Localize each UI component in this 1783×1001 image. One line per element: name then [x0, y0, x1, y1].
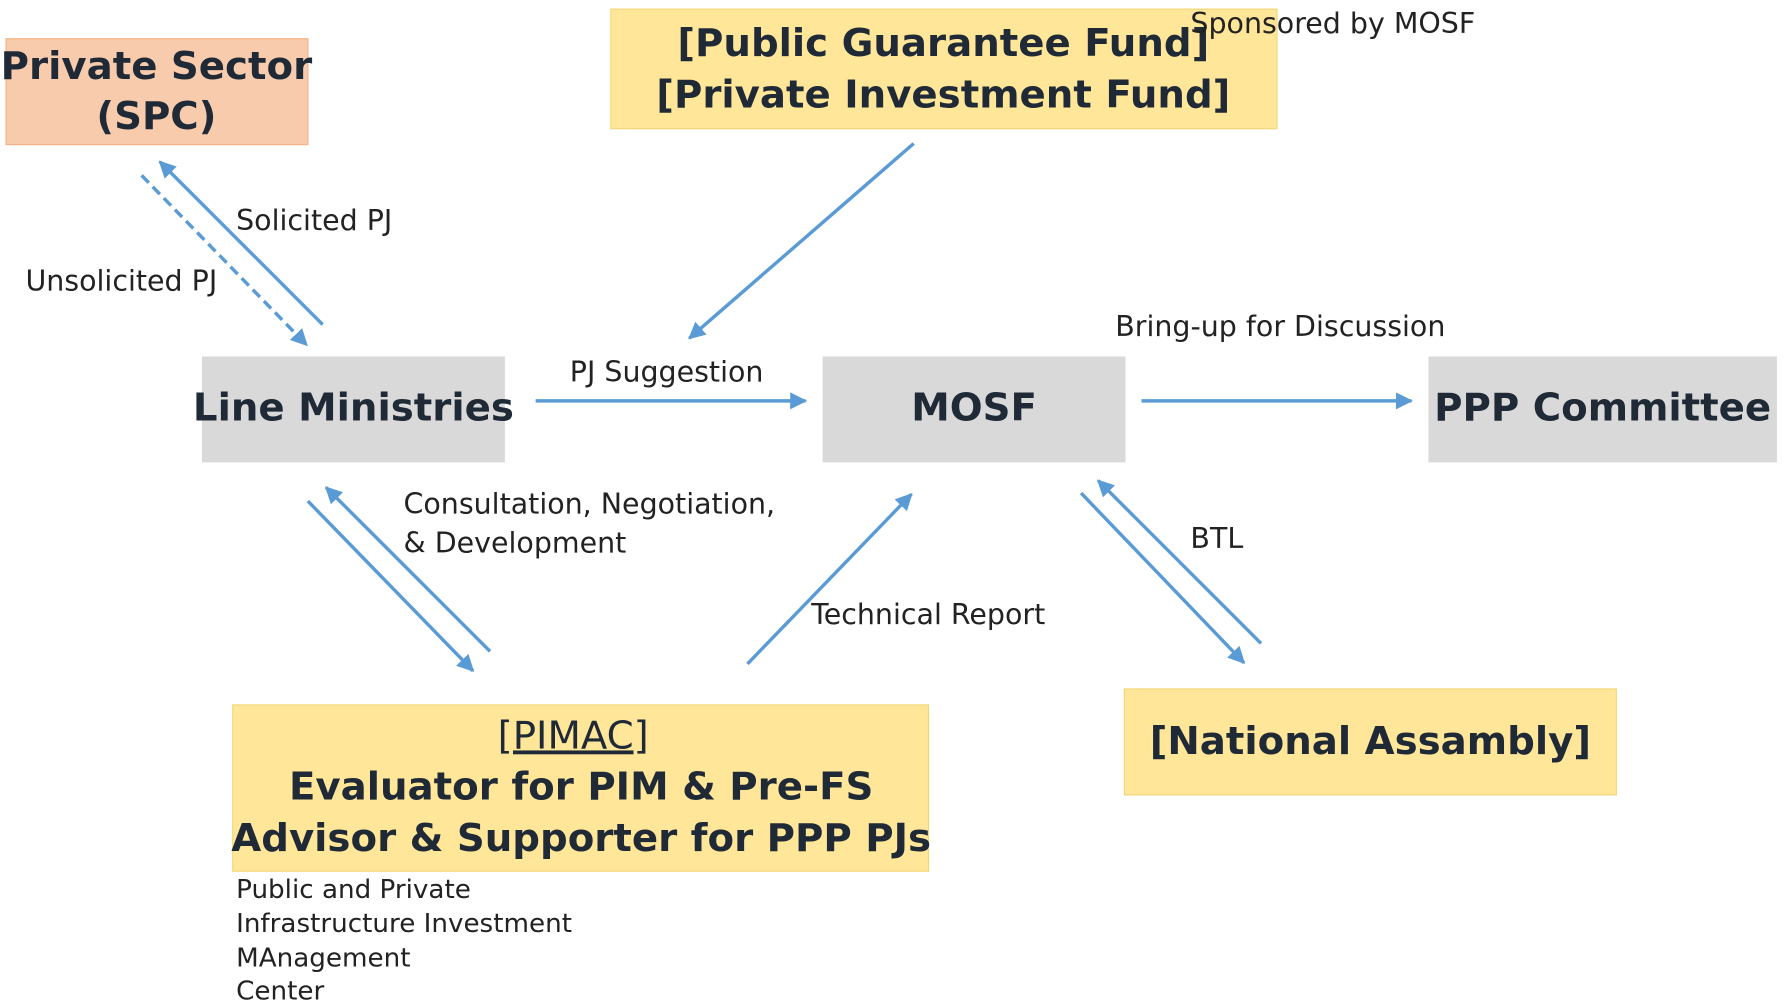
pimac-note: Public and Private [236, 875, 471, 905]
pimac-box [232, 704, 930, 872]
pimac-note: MAnagement [236, 943, 410, 973]
ppp-committee-box [1428, 356, 1777, 463]
node-label: Advisor & Supporter for PPP PJs [231, 816, 931, 861]
edge-label: PJ Suggestion [570, 356, 764, 389]
node-label: MOSF [911, 385, 1037, 430]
node-label: [National Assambly] [1150, 719, 1591, 764]
edge-label: BTL [1190, 522, 1243, 555]
fund-box [610, 8, 1278, 130]
node-label: [Private Investment Fund] [656, 72, 1230, 117]
private-sector-box [5, 38, 309, 146]
arrow [688, 142, 915, 340]
edge-label: Technical Report [810, 598, 1045, 631]
node-label: Line Ministries [193, 385, 514, 430]
national-assembly-box [1123, 688, 1617, 796]
node-label: (SPC) [96, 94, 216, 139]
edge-label: Unsolicited PJ [25, 264, 217, 297]
node-label: PPP Committee [1434, 385, 1771, 430]
edge-label: & Development [404, 526, 627, 559]
arrow [746, 493, 913, 666]
arrow [1096, 479, 1263, 645]
node-label: Private Sector [1, 44, 313, 89]
pimac-note: Infrastructure Investment [236, 909, 572, 939]
node-label: Evaluator for PIM & Pre-FS [289, 765, 873, 810]
arrow [1079, 491, 1246, 665]
arrow [140, 174, 308, 347]
pimac-note: Center [236, 976, 324, 1001]
line-ministries-box [201, 356, 505, 463]
edge-label: Consultation, Negotiation, [404, 488, 776, 521]
node-label: [PIMAC] [498, 713, 649, 758]
edge-label: Sponsored by MOSF [1190, 7, 1475, 40]
arrow [158, 160, 324, 326]
edge-label: Solicited PJ [236, 204, 392, 237]
node-label: [Public Guarantee Fund] [677, 21, 1209, 66]
arrow [324, 486, 492, 653]
edge-label: Bring-up for Discussion [1115, 310, 1445, 343]
arrow [306, 499, 475, 672]
mosf-box [822, 356, 1126, 463]
